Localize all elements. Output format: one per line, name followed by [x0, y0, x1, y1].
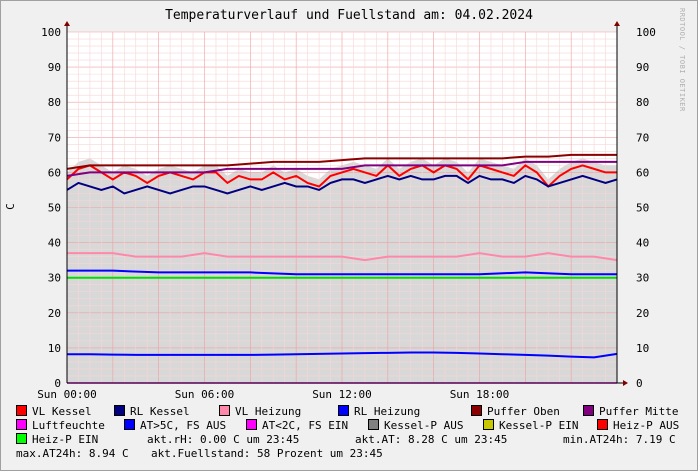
series-line-0	[66, 164, 617, 188]
y-axis-arrow-left	[64, 21, 70, 26]
y-tick-label-left: 20	[48, 307, 61, 320]
y-tick-label-right: 0	[636, 377, 643, 390]
y-tick-label-right: 90	[636, 61, 649, 74]
series-line-4	[66, 153, 617, 170]
x-tick-label: Sun 00:00	[37, 388, 97, 400]
y-tick-label-left: 0	[54, 377, 61, 390]
y-tick-label-left: 30	[48, 272, 61, 285]
y-tick-label-left: 40	[48, 237, 61, 250]
y-tick-label-right: 20	[636, 307, 649, 320]
chart-area: 0 0 10 10 20 20 30 30 40 40 50 50 60 60 70 70 80 80 90 90 10…	[37, 21, 656, 400]
x-axis-arrow	[623, 380, 628, 386]
y-tick-label-right: 50	[636, 202, 649, 215]
rrdtool-watermark: RRDTOOL / TOBI OETIKER	[678, 8, 686, 112]
y-tick-label-left: 90	[48, 61, 61, 74]
series-line-8	[67, 351, 618, 359]
y-tick-label-left: 10	[48, 342, 61, 355]
series-line-3	[67, 269, 617, 276]
x-tick-label: Sun 18:00	[450, 388, 510, 400]
y-tick-label-right: 60	[636, 166, 649, 179]
y-tick-label-right: 70	[636, 131, 649, 144]
y-tick-label-left: 80	[48, 96, 61, 109]
series-line-5	[66, 160, 617, 177]
y-tick-label-right: 40	[636, 237, 649, 250]
y-tick-label-right: 10	[636, 342, 649, 355]
y-tick-label-left: 50	[48, 202, 61, 215]
y-tick-label-right: 100	[636, 26, 656, 39]
x-tick-label: Sun 06:00	[175, 388, 235, 400]
y-tick-label-left: 70	[48, 131, 61, 144]
x-tick-label: Sun 12:00	[312, 388, 372, 400]
y-tick-label-right: 80	[636, 96, 649, 109]
y-tick-label-left: 100	[41, 26, 61, 39]
chart-title: Temperaturverlauf und Fuellstand am: 04.…	[165, 8, 533, 23]
series-line-2	[67, 252, 618, 262]
y-tick-label-left: 60	[48, 166, 61, 179]
series-line-1	[66, 174, 618, 195]
y-tick-label-right: 30	[636, 272, 649, 285]
y-axis-arrow-right	[614, 21, 620, 26]
